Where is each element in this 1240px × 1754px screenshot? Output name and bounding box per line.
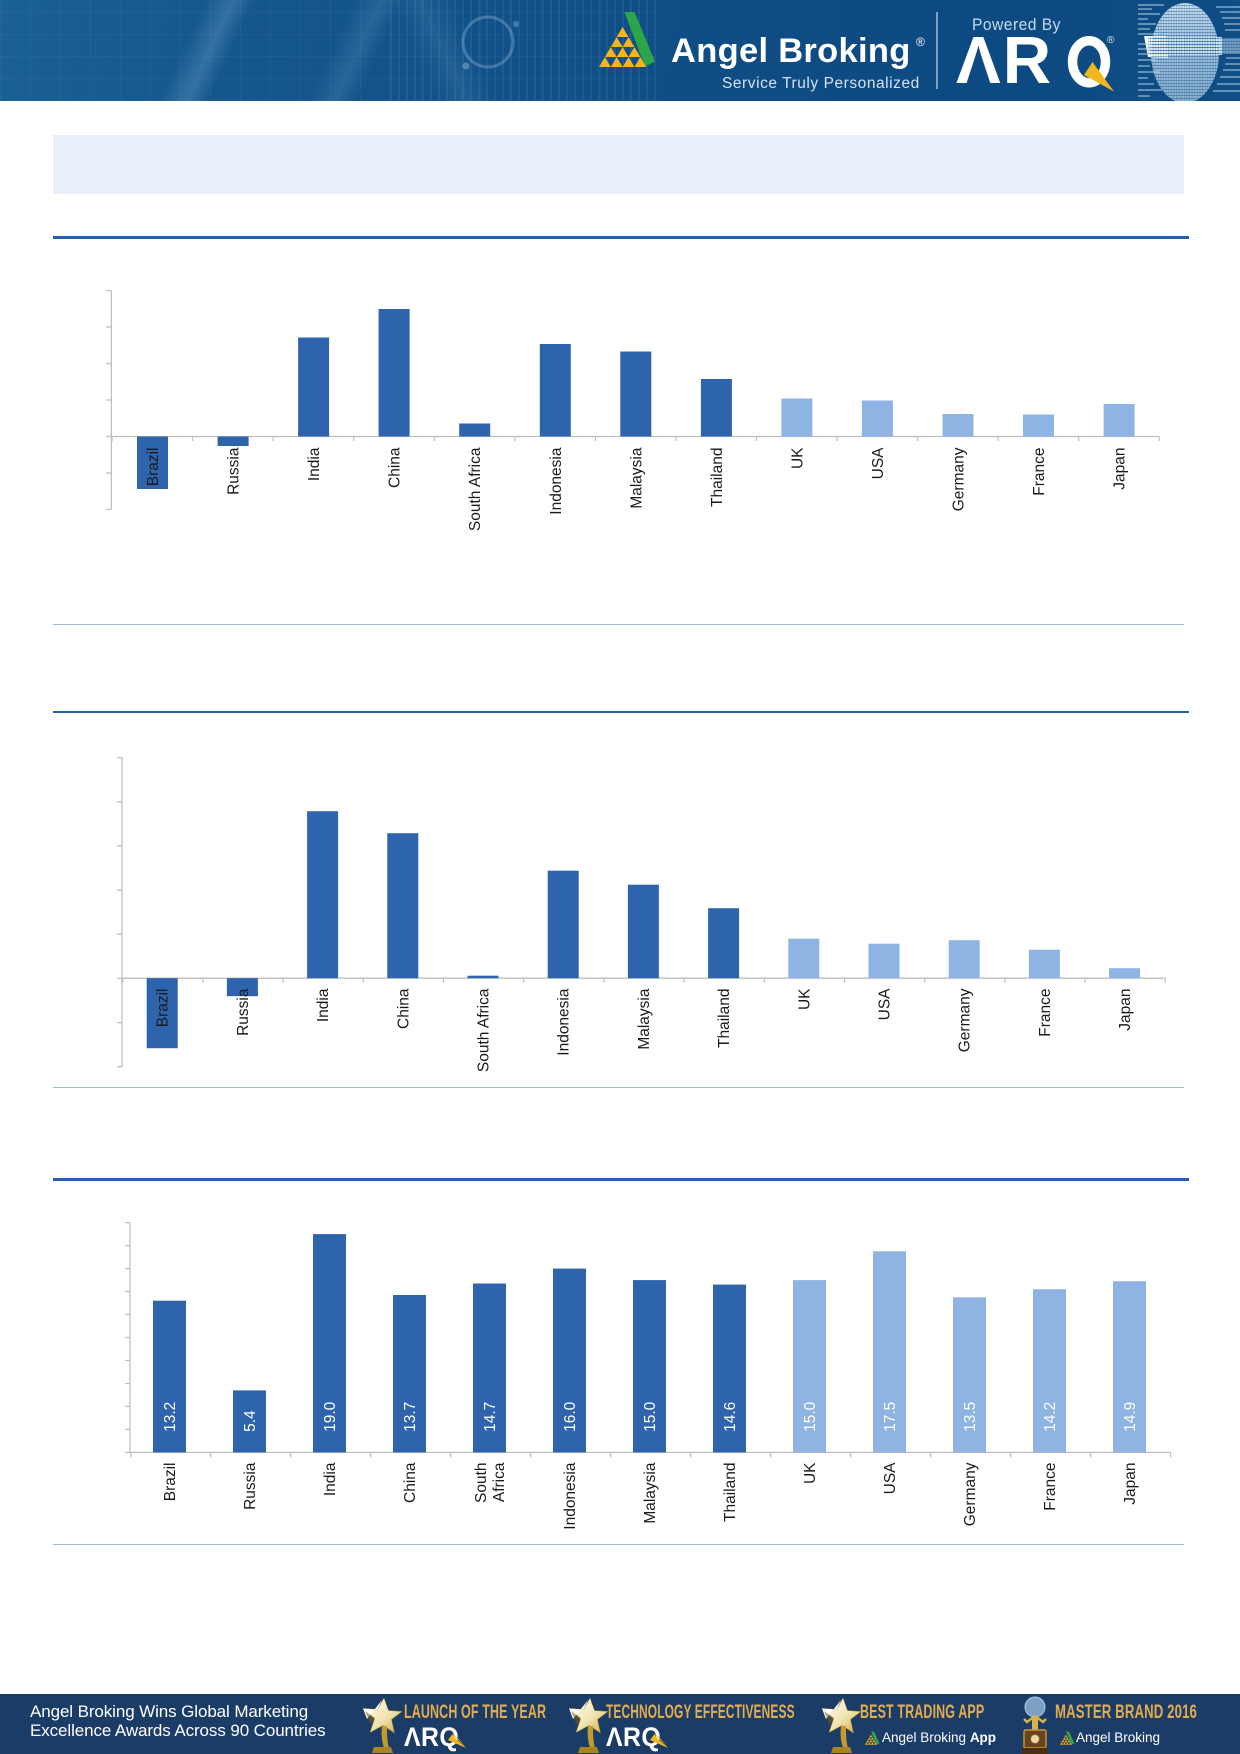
svg-text:Malaysia: Malaysia — [642, 1462, 659, 1524]
svg-text:15.0: 15.0 — [802, 1401, 819, 1432]
svg-text:Russia: Russia — [242, 1462, 259, 1510]
svg-text:Thailand: Thailand — [722, 1463, 739, 1522]
svg-text:19.0: 19.0 — [322, 1401, 339, 1432]
svg-text:India: India — [315, 988, 332, 1022]
svg-text:USA: USA — [870, 447, 887, 480]
svg-text:Africa: Africa — [491, 1462, 508, 1502]
svg-text:Brazil: Brazil — [145, 448, 162, 487]
svg-text:China: China — [395, 988, 412, 1029]
svg-text:5.4: 5.4 — [242, 1410, 259, 1432]
svg-text:14.2: 14.2 — [1042, 1402, 1059, 1432]
svg-text:14.7: 14.7 — [482, 1402, 499, 1432]
svg-text:Thailand: Thailand — [709, 448, 726, 507]
svg-text:16.0: 16.0 — [562, 1401, 579, 1432]
svg-text:Japan: Japan — [1112, 448, 1129, 490]
svg-text:Russia: Russia — [235, 988, 252, 1036]
svg-text:Germany: Germany — [951, 447, 968, 511]
svg-text:Brazil: Brazil — [162, 1463, 179, 1502]
svg-text:USA: USA — [882, 1462, 899, 1495]
svg-text:Indonesia: Indonesia — [556, 988, 573, 1056]
svg-text:Japan: Japan — [1117, 989, 1134, 1031]
svg-text:Brazil: Brazil — [155, 989, 172, 1028]
svg-text:Russia: Russia — [226, 447, 243, 495]
svg-text:Thailand: Thailand — [716, 989, 733, 1048]
svg-text:Malaysia: Malaysia — [628, 447, 645, 509]
svg-text:14.6: 14.6 — [722, 1402, 739, 1432]
svg-text:South: South — [473, 1463, 490, 1504]
svg-text:USA: USA — [877, 988, 894, 1021]
svg-text:UK: UK — [796, 988, 813, 1010]
svg-text:China: China — [402, 1462, 419, 1503]
svg-text:Germany: Germany — [962, 1462, 979, 1526]
svg-text:17.5: 17.5 — [882, 1402, 899, 1432]
svg-text:China: China — [387, 447, 404, 488]
svg-text:France: France — [1042, 1463, 1059, 1511]
svg-text:14.9: 14.9 — [1122, 1402, 1139, 1432]
svg-text:Japan: Japan — [1122, 1463, 1139, 1505]
svg-text:Germany: Germany — [957, 988, 974, 1052]
svg-text:13.7: 13.7 — [402, 1402, 419, 1432]
svg-text:Indonesia: Indonesia — [562, 1462, 579, 1530]
svg-text:UK: UK — [802, 1462, 819, 1484]
svg-text:13.5: 13.5 — [962, 1402, 979, 1432]
svg-text:India: India — [322, 1462, 339, 1496]
svg-text:Malaysia: Malaysia — [636, 988, 653, 1050]
svg-text:India: India — [306, 447, 323, 481]
svg-text:South Africa: South Africa — [467, 447, 484, 531]
svg-text:France: France — [1031, 448, 1048, 496]
svg-text:South Africa: South Africa — [476, 988, 493, 1072]
svg-text:15.0: 15.0 — [642, 1401, 659, 1432]
svg-text:France: France — [1037, 989, 1054, 1037]
svg-text:Indonesia: Indonesia — [548, 447, 565, 515]
svg-text:13.2: 13.2 — [162, 1402, 179, 1432]
svg-text:UK: UK — [789, 447, 806, 469]
